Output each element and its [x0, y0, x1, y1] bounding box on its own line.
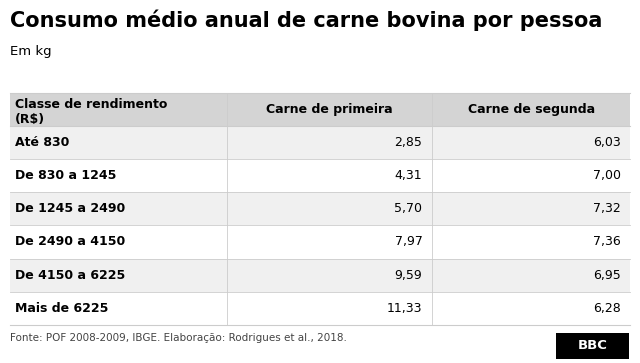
Text: 7,32: 7,32	[593, 202, 621, 215]
Text: 7,36: 7,36	[593, 236, 621, 248]
Text: BBC: BBC	[577, 339, 607, 352]
Text: Até 830: Até 830	[15, 136, 69, 149]
Text: Classe de rendimento
(R$): Classe de rendimento (R$)	[15, 98, 167, 126]
Text: Em kg: Em kg	[10, 45, 51, 58]
Text: 2,85: 2,85	[394, 136, 422, 149]
Text: De 4150 a 6225: De 4150 a 6225	[15, 269, 125, 282]
Text: 5,70: 5,70	[394, 202, 422, 215]
Text: Consumo médio anual de carne bovina por pessoa: Consumo médio anual de carne bovina por …	[10, 9, 602, 30]
Text: Carne de primeira: Carne de primeira	[266, 103, 393, 116]
Text: De 830 a 1245: De 830 a 1245	[15, 169, 116, 182]
Text: 11,33: 11,33	[387, 302, 422, 315]
Text: 6,03: 6,03	[593, 136, 621, 149]
Text: 7,00: 7,00	[593, 169, 621, 182]
Text: De 2490 a 4150: De 2490 a 4150	[15, 236, 125, 248]
Text: Fonte: POF 2008-2009, IBGE. Elaboração: Rodrigues et al., 2018.: Fonte: POF 2008-2009, IBGE. Elaboração: …	[10, 333, 346, 343]
Text: 4,31: 4,31	[395, 169, 422, 182]
Text: 6,95: 6,95	[593, 269, 621, 282]
Text: 7,97: 7,97	[394, 236, 422, 248]
Text: Mais de 6225: Mais de 6225	[15, 302, 108, 315]
Text: 9,59: 9,59	[395, 269, 422, 282]
Text: 6,28: 6,28	[593, 302, 621, 315]
Text: De 1245 a 2490: De 1245 a 2490	[15, 202, 125, 215]
Text: Carne de segunda: Carne de segunda	[468, 103, 595, 116]
